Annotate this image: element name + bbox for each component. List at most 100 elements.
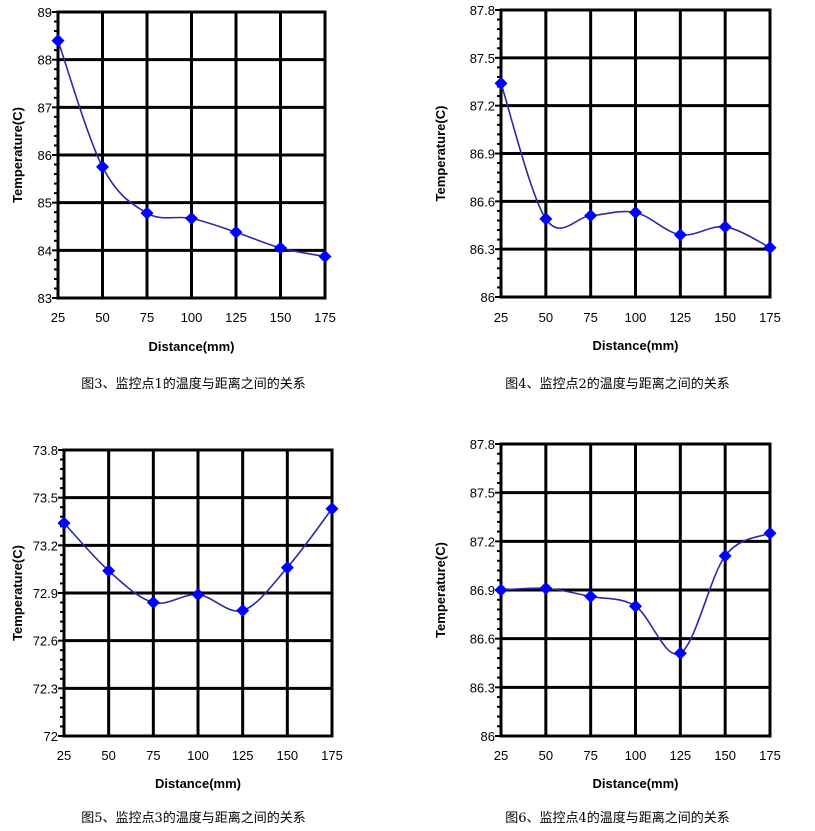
chart-panel-4: 86 86.3 86.6 86.9 87.2 87.5 87.8 25 50 75 100 125 15…	[408, 416, 815, 831]
data-point-marker	[763, 241, 777, 255]
y-tick-label: 87.2	[470, 99, 495, 114]
y-tick-label: 86.6	[470, 632, 495, 647]
y-tick-label: 88	[38, 53, 52, 68]
x-tick-label: 150	[714, 310, 736, 325]
chart-caption-3: 图5、监控点3的温度与距离之间的关系	[81, 811, 306, 826]
y-axis-label: Temperature(C)	[433, 542, 448, 638]
y-tick-label: 86.6	[470, 194, 495, 209]
data-point-marker	[629, 205, 642, 219]
y-axis-label: Temperature(C)	[10, 545, 25, 641]
y-axis-label: Temperature(C)	[10, 107, 25, 203]
data-point-marker	[96, 160, 109, 174]
y-tick-label: 72.9	[33, 586, 58, 601]
data-point-marker	[140, 206, 154, 220]
plot-frame	[499, 8, 772, 299]
y-tick-label: 87.8	[470, 437, 495, 452]
data-point-marker	[51, 34, 65, 48]
x-tick-label: 100	[625, 310, 647, 325]
x-tick-label: 75	[140, 310, 154, 325]
y-tick-label: 87.2	[470, 534, 495, 549]
x-tick-label: 100	[181, 310, 203, 325]
x-axis-label: Distance(mm)	[593, 338, 679, 353]
data-point-marker	[584, 209, 598, 223]
x-tick-label: 25	[494, 310, 508, 325]
x-tick-label: 75	[146, 748, 160, 763]
data-point-marker	[318, 250, 332, 264]
y-tick-label: 72.6	[33, 634, 58, 649]
data-point-marker	[325, 502, 339, 516]
data-point-marker	[673, 228, 687, 242]
y-tick-label: 87.5	[470, 486, 495, 501]
y-tick-label: 86	[38, 148, 52, 163]
data-point-marker	[146, 596, 160, 610]
data-point-marker	[57, 516, 71, 530]
chart-panel-1: 83 84 85 86 87 88 89 25 50 75 100 125 150 175 Distance…	[0, 0, 407, 415]
data-point-marker	[229, 225, 243, 239]
chart-3: 72 72.3 72.6 72.9 73.2 73.5 73.8 25 50 75 100 125 15…	[10, 443, 343, 791]
chart-caption-2: 图4、监控点2的温度与距离之间的关系	[505, 377, 730, 392]
y-tick-label: 86.3	[470, 242, 495, 257]
chart-4: 86 86.3 86.6 86.9 87.2 87.5 87.8 25 50 75 100 125 15…	[433, 437, 781, 791]
x-tick-label: 75	[583, 310, 597, 325]
y-tick-label: 72.3	[33, 681, 58, 696]
x-tick-label: 25	[51, 310, 65, 325]
data-point-marker	[763, 526, 777, 540]
chart-caption-4: 图6、监控点4的温度与距离之间的关系	[505, 811, 730, 826]
y-tick-label: 86.9	[470, 583, 495, 598]
gridlines	[58, 10, 327, 298]
x-axis-label: Distance(mm)	[593, 776, 679, 791]
x-tick-label: 50	[539, 748, 553, 763]
x-tick-label: 125	[232, 748, 254, 763]
data-point-marker	[280, 561, 294, 575]
x-tick-label: 125	[225, 310, 247, 325]
y-axis-label: Temperature(C)	[433, 106, 448, 202]
x-tick-label: 100	[625, 748, 647, 763]
x-tick-label: 125	[669, 748, 691, 763]
y-tick-label: 87.5	[470, 51, 495, 66]
data-point-marker	[102, 564, 116, 578]
y-tick-label: 84	[38, 243, 52, 258]
data-point-marker	[718, 220, 732, 234]
chart-1: 83 84 85 86 87 88 89 25 50 75 100 125 150 175 Distance…	[10, 5, 336, 354]
data-point-marker	[539, 581, 553, 595]
x-tick-label: 150	[276, 748, 298, 763]
chart-panel-2: 86 86.3 86.6 86.9 87.2 87.5 87.8 25 50 75 100 125 15…	[408, 0, 815, 415]
plot-frame	[56, 10, 327, 300]
x-tick-label: 175	[321, 748, 343, 763]
chart-panel-3: 72 72.3 72.6 72.9 73.2 73.5 73.8 25 50 75 100 125 15…	[0, 416, 407, 831]
x-tick-label: 25	[57, 748, 71, 763]
data-point-marker	[236, 603, 250, 617]
plot-frame	[62, 448, 334, 738]
x-tick-label: 175	[759, 748, 781, 763]
y-tick-label: 87.8	[470, 3, 495, 18]
x-axis-label: Distance(mm)	[155, 776, 241, 791]
y-tick-label: 86	[481, 729, 495, 744]
y-tick-label: 86	[481, 290, 495, 305]
y-tick-label: 86.9	[470, 147, 495, 162]
data-point-marker	[718, 549, 732, 563]
y-tick-label: 73.2	[33, 538, 58, 553]
data-point-marker	[494, 583, 508, 597]
x-tick-label: 50	[95, 310, 109, 325]
y-tick-label: 85	[38, 196, 52, 211]
data-point-marker	[629, 599, 642, 613]
y-tick-label: 72	[44, 729, 58, 744]
x-tick-label: 150	[714, 748, 736, 763]
x-axis-label: Distance(mm)	[149, 339, 235, 354]
gridlines	[501, 8, 772, 297]
data-point-marker	[185, 211, 198, 225]
y-tick-label: 83	[38, 291, 52, 306]
data-point-marker	[494, 76, 508, 90]
x-tick-label: 50	[539, 310, 553, 325]
y-tick-label: 86.3	[470, 680, 495, 695]
data-point-marker	[274, 241, 287, 255]
chart-caption-1: 图3、监控点1的温度与距离之间的关系	[81, 377, 306, 392]
x-tick-label: 25	[494, 748, 508, 763]
x-tick-label: 125	[669, 310, 691, 325]
y-tick-label: 87	[38, 100, 52, 115]
data-point-marker	[539, 212, 553, 226]
x-tick-label: 50	[101, 748, 115, 763]
x-tick-label: 175	[759, 310, 781, 325]
y-tick-label: 89	[38, 5, 52, 20]
x-tick-label: 75	[583, 748, 597, 763]
